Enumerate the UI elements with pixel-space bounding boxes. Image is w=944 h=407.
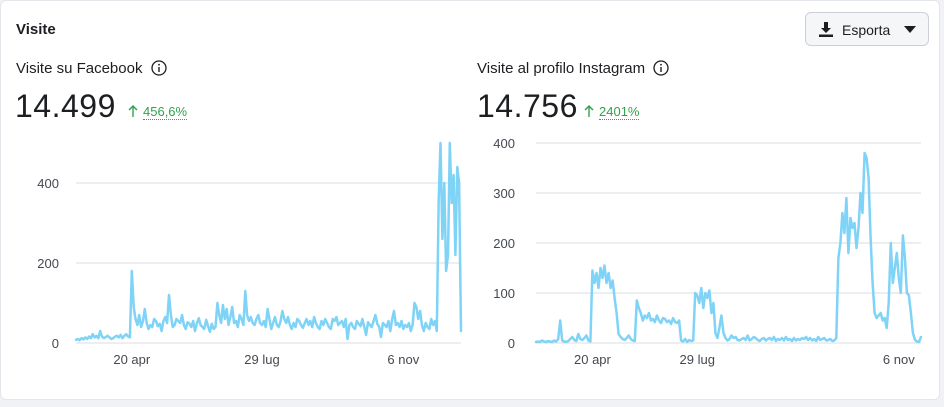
x-tick-label: 6 nov xyxy=(883,352,915,367)
y-tick-label: 400 xyxy=(493,136,515,151)
instagram-visits-value: 14.756 xyxy=(477,88,578,124)
instagram-visits-delta-value[interactable]: 2401% xyxy=(599,104,640,120)
export-button-label: Esporta xyxy=(842,22,891,38)
x-tick-label: 6 nov xyxy=(387,352,419,367)
y-tick-label: 400 xyxy=(37,176,59,191)
visits-card: Visite Esporta Visite su Facebook 14.499… xyxy=(0,0,940,400)
y-tick-label: 100 xyxy=(493,286,515,301)
x-tick-label: 29 lug xyxy=(244,352,279,367)
facebook-visits-delta: 456,6% xyxy=(128,104,188,120)
facebook-visits-value: 14.499 xyxy=(15,88,116,124)
y-tick-label: 300 xyxy=(493,186,515,201)
y-tick-label: 0 xyxy=(52,336,59,351)
facebook-visits-title-text: Visite su Facebook xyxy=(16,60,143,77)
series-line xyxy=(74,141,463,342)
y-tick-label: 0 xyxy=(508,336,515,351)
caret-down-icon xyxy=(904,26,916,33)
y-tick-label: 200 xyxy=(493,236,515,251)
info-icon[interactable] xyxy=(150,60,167,76)
instagram-visits-delta: 2401% xyxy=(584,104,640,120)
instagram-visits-title-text: Visite al profilo Instagram xyxy=(477,60,646,77)
facebook-visits-title: Visite su Facebook xyxy=(16,60,167,77)
facebook-visits-delta-value[interactable]: 456,6% xyxy=(143,104,188,120)
series-line xyxy=(534,151,923,344)
info-icon[interactable] xyxy=(653,60,669,76)
x-tick-label: 29 lug xyxy=(680,352,715,367)
y-tick-label: 200 xyxy=(37,256,59,271)
x-tick-label: 20 apr xyxy=(574,352,612,367)
download-icon xyxy=(819,22,833,37)
arrow-up-icon xyxy=(584,105,594,117)
arrow-up-icon xyxy=(128,105,138,117)
export-button[interactable]: Esporta xyxy=(805,12,929,46)
instagram-visits-title: Visite al profilo Instagram xyxy=(477,60,669,77)
card-title: Visite xyxy=(16,21,56,38)
x-tick-label: 20 apr xyxy=(113,352,151,367)
